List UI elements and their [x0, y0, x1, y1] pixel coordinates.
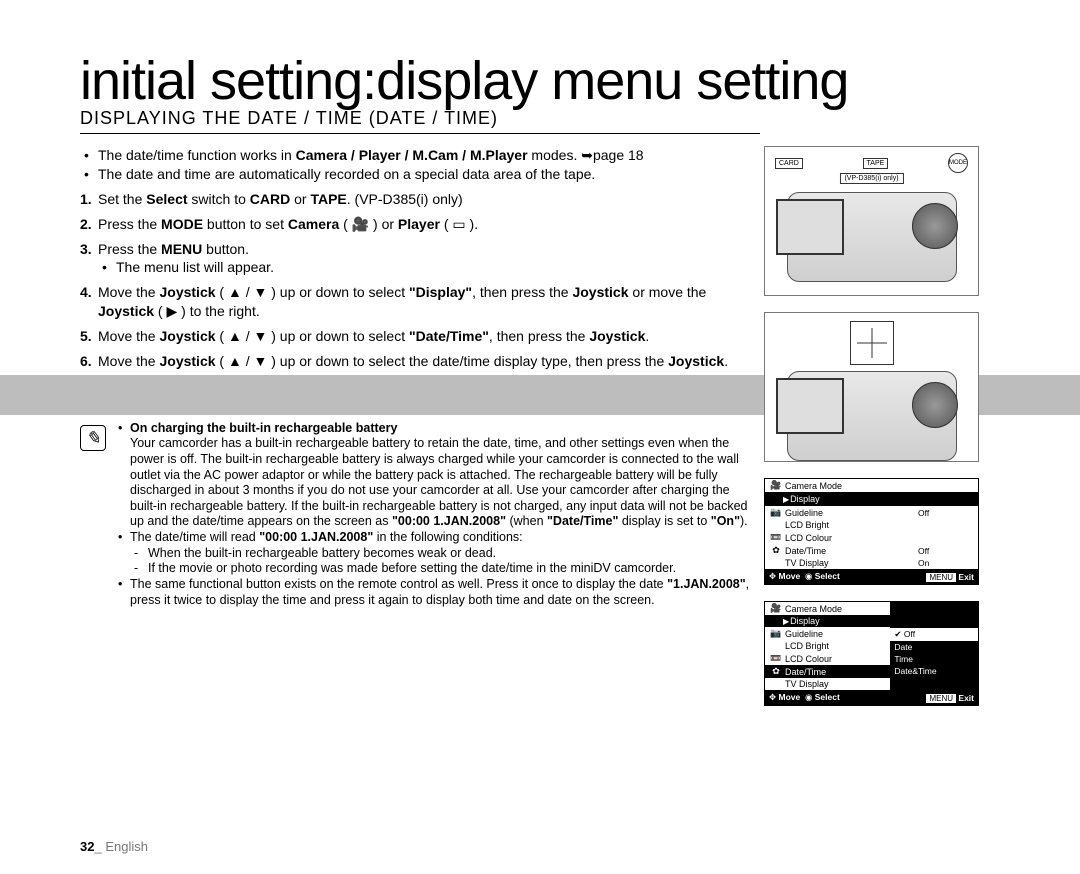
cam-icon: 📷: [769, 507, 783, 518]
intro-2: The date and time are automatically reco…: [98, 165, 750, 184]
osd1-footer: ✥ Move ◉ Select MENU Exit: [765, 569, 978, 584]
camera-screen-shape-2: [776, 378, 844, 434]
osd2-guideline: 📷Guideline: [765, 627, 890, 640]
page-title: initial setting:display menu setting: [80, 50, 1020, 112]
camcorder-diagram-joystick: [764, 312, 979, 462]
osd2-opt-date: Date: [890, 641, 978, 653]
tape-icon: 📼: [769, 532, 783, 543]
note-cond-b: If the movie or photo recording was made…: [148, 561, 750, 577]
osd2-mode: 🎥Camera Mode: [765, 602, 890, 615]
mode-dial-icon: MODE: [948, 153, 968, 173]
osd2-footer: ✥ Move ◉ Select MENU Exit: [765, 690, 978, 705]
osd1-display-header: Display: [765, 492, 978, 506]
osd1-datetime: ✿Date/TimeOff: [765, 544, 978, 557]
osd1-lcdbright: LCD Bright: [765, 519, 978, 531]
step-5: 5.Move the Joystick ( ▲ / ▼ ) up or down…: [98, 327, 750, 346]
joystick-icon: [850, 321, 894, 365]
camera-icon: 🎥: [352, 216, 369, 232]
player-icon: ▭: [452, 216, 465, 232]
osd2-opt-time: Time: [890, 653, 978, 665]
osd1-guideline: 📷GuidelineOff: [765, 506, 978, 519]
camcorder-diagram-top: CARD TAPE MODE (VP-D385(i) only): [764, 146, 979, 296]
intro-1: The date/time function works in Camera /…: [98, 146, 750, 165]
step-3: 3.Press the MENU button. The menu list w…: [98, 240, 750, 278]
osd2-datetime: ✿Date/Time: [765, 665, 890, 678]
page-footer: 32_ English: [80, 839, 148, 854]
cam-icon-2: 📷: [769, 628, 783, 639]
osd2-tvdisplay: TV Display: [765, 678, 890, 690]
card-label: CARD: [775, 158, 803, 169]
note-charging-body: Your camcorder has a built-in rechargeab…: [130, 436, 748, 528]
note-remote: The same functional button exists on the…: [130, 577, 750, 608]
osd2-lcdbright: LCD Bright: [765, 640, 890, 652]
camera-screen-shape: [776, 199, 844, 255]
camera-mode-icon: 🎥: [769, 480, 783, 491]
osd1-mode: 🎥Camera Mode: [765, 479, 978, 492]
model-label: (VP-D385(i) only): [839, 173, 903, 184]
osd2-opt-off: ✔ Off: [890, 628, 978, 641]
gear-icon-2: ✿: [769, 666, 783, 677]
content-column: The date/time function works in Camera /…: [80, 146, 750, 706]
camera-body-shape-2: [787, 371, 957, 461]
gear-icon: ✿: [769, 545, 783, 556]
note-charging: On charging the built-in rechargeable ba…: [130, 421, 750, 530]
osd-menu-2: 🎥Camera Mode Display 📷Guideline LCD Brig…: [764, 601, 979, 706]
osd2-options: ✔ Off Date Time Date&Time: [890, 602, 978, 690]
tape-icon-2: 📼: [769, 653, 783, 664]
note-box: ✎ On charging the built-in rechargeable …: [80, 421, 750, 609]
note-cond-a: When the built-in rechargeable battery b…: [148, 546, 750, 562]
step-2: 2.Press the MODE button to set Camera ( …: [98, 215, 750, 234]
step-4: 4.Move the Joystick ( ▲ / ▼ ) up or down…: [98, 283, 750, 321]
intro-bullets: The date/time function works in Camera /…: [80, 146, 750, 184]
tape-label: TAPE: [863, 158, 889, 169]
osd2-opt-datetime: Date&Time: [890, 665, 978, 677]
note-icon: ✎: [80, 425, 106, 451]
step-3-sub: The menu list will appear.: [116, 258, 750, 277]
osd2-lcdcolour: 📼LCD Colour: [765, 652, 890, 665]
camera-lens-shape: [912, 203, 958, 249]
note-conditions: The date/time will read "00:00 1.JAN.200…: [130, 530, 750, 577]
illustration-column: CARD TAPE MODE (VP-D385(i) only) 🎥Camera…: [764, 146, 1014, 706]
osd1-tvdisplay: TV DisplayOn: [765, 557, 978, 569]
osd1-lcdcolour: 📼LCD Colour: [765, 531, 978, 544]
step-1: 1.Set the Select switch to CARD or TAPE.…: [98, 190, 750, 209]
camera-mode-icon-2: 🎥: [769, 603, 783, 614]
camera-body-shape: [787, 192, 957, 282]
osd-menu-1: 🎥Camera Mode Display 📷GuidelineOff LCD B…: [764, 478, 979, 585]
osd2-display-header: Display: [765, 615, 890, 627]
camera-lens-shape-2: [912, 382, 958, 428]
